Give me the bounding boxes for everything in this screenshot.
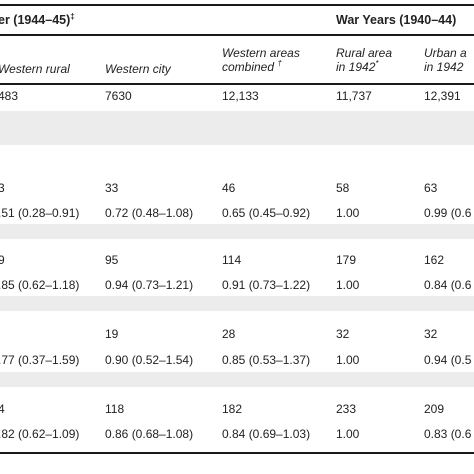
table-cell: 1.00 <box>336 427 360 441</box>
table-cell: 1.00 <box>336 353 360 367</box>
table-cell: 12,133 <box>222 89 259 103</box>
column-header-western-city: Western city <box>105 62 171 76</box>
table-cell: 28 <box>222 327 236 341</box>
table-cell: 0.85 (0.53–1.37) <box>222 353 311 367</box>
table-cell: 182 <box>222 402 243 416</box>
table-cell: 0.99 (0.6 <box>424 206 472 220</box>
table-cell: 0.83 (0.6 <box>424 427 472 441</box>
column-header-urban-1942: Urban a in 1942 <box>424 46 467 74</box>
table-cell: 63 <box>424 181 438 195</box>
table-cell: 0.72 (0.48–1.08) <box>105 206 194 220</box>
table-cell: 9 <box>0 253 5 267</box>
table-cell: 7630 <box>105 89 132 103</box>
table-cell: 483 <box>0 89 19 103</box>
table-cell: .77 (0.37–1.59) <box>0 353 80 367</box>
table-cell: 233 <box>336 402 357 416</box>
table-cell: 0.91 (0.73–1.22) <box>222 278 311 292</box>
table-cell: 0.84 (0.6 <box>424 278 472 292</box>
table-cell: 32 <box>336 327 350 341</box>
table-cell: 0.65 (0.45–0.92) <box>222 206 311 220</box>
table-cell: 58 <box>336 181 350 195</box>
table-cell: 0.84 (0.69–1.03) <box>222 427 311 441</box>
group-header-postwar: er (1944–45)‡ <box>0 11 75 27</box>
table-cell: 1.00 <box>336 206 360 220</box>
group-header-war-years: War Years (1940–44) <box>336 13 457 27</box>
table-cell: 0.94 (0.5 <box>424 353 472 367</box>
section-band <box>0 296 474 311</box>
header-bottom-rule <box>0 83 474 85</box>
table-cell: 3 <box>0 181 5 195</box>
table-cell: 1.00 <box>336 278 360 292</box>
section-band <box>0 111 474 145</box>
table-cell: .85 (0.62–1.18) <box>0 278 80 292</box>
table-cell: .51 (0.28–0.91) <box>0 206 80 220</box>
table-cell: 19 <box>105 327 119 341</box>
section-band <box>0 224 474 239</box>
table-cell: 0.90 (0.52–1.54) <box>105 353 194 367</box>
table-top-rule <box>0 4 474 6</box>
table-cell: 32 <box>424 327 438 341</box>
table-bottom-rule <box>0 452 474 454</box>
table-cell: 12,391 <box>424 89 461 103</box>
table-cell: 118 <box>105 402 125 416</box>
table-cell: 0.94 (0.73–1.21) <box>105 278 194 292</box>
table-cell: 179 <box>336 253 357 267</box>
section-band <box>0 372 474 387</box>
group-rule <box>0 34 474 36</box>
table-cell: 4 <box>0 402 5 416</box>
table-cell: 114 <box>222 253 242 267</box>
column-header-western-combined: Western areas combined † <box>222 46 300 74</box>
table-cell: 11,737 <box>336 89 372 103</box>
table-cell: 46 <box>222 181 236 195</box>
table-cell: 162 <box>424 253 445 267</box>
table-cell: 209 <box>424 402 445 416</box>
table-cell: 33 <box>105 181 119 195</box>
table-cell: 95 <box>105 253 119 267</box>
column-header-rural-1942: Rural area in 1942* <box>336 46 393 74</box>
column-header-western-rural: Western rural <box>0 62 70 76</box>
table-cell: 0.86 (0.68–1.08) <box>105 427 194 441</box>
table-cell: .82 (0.62–1.09) <box>0 427 80 441</box>
